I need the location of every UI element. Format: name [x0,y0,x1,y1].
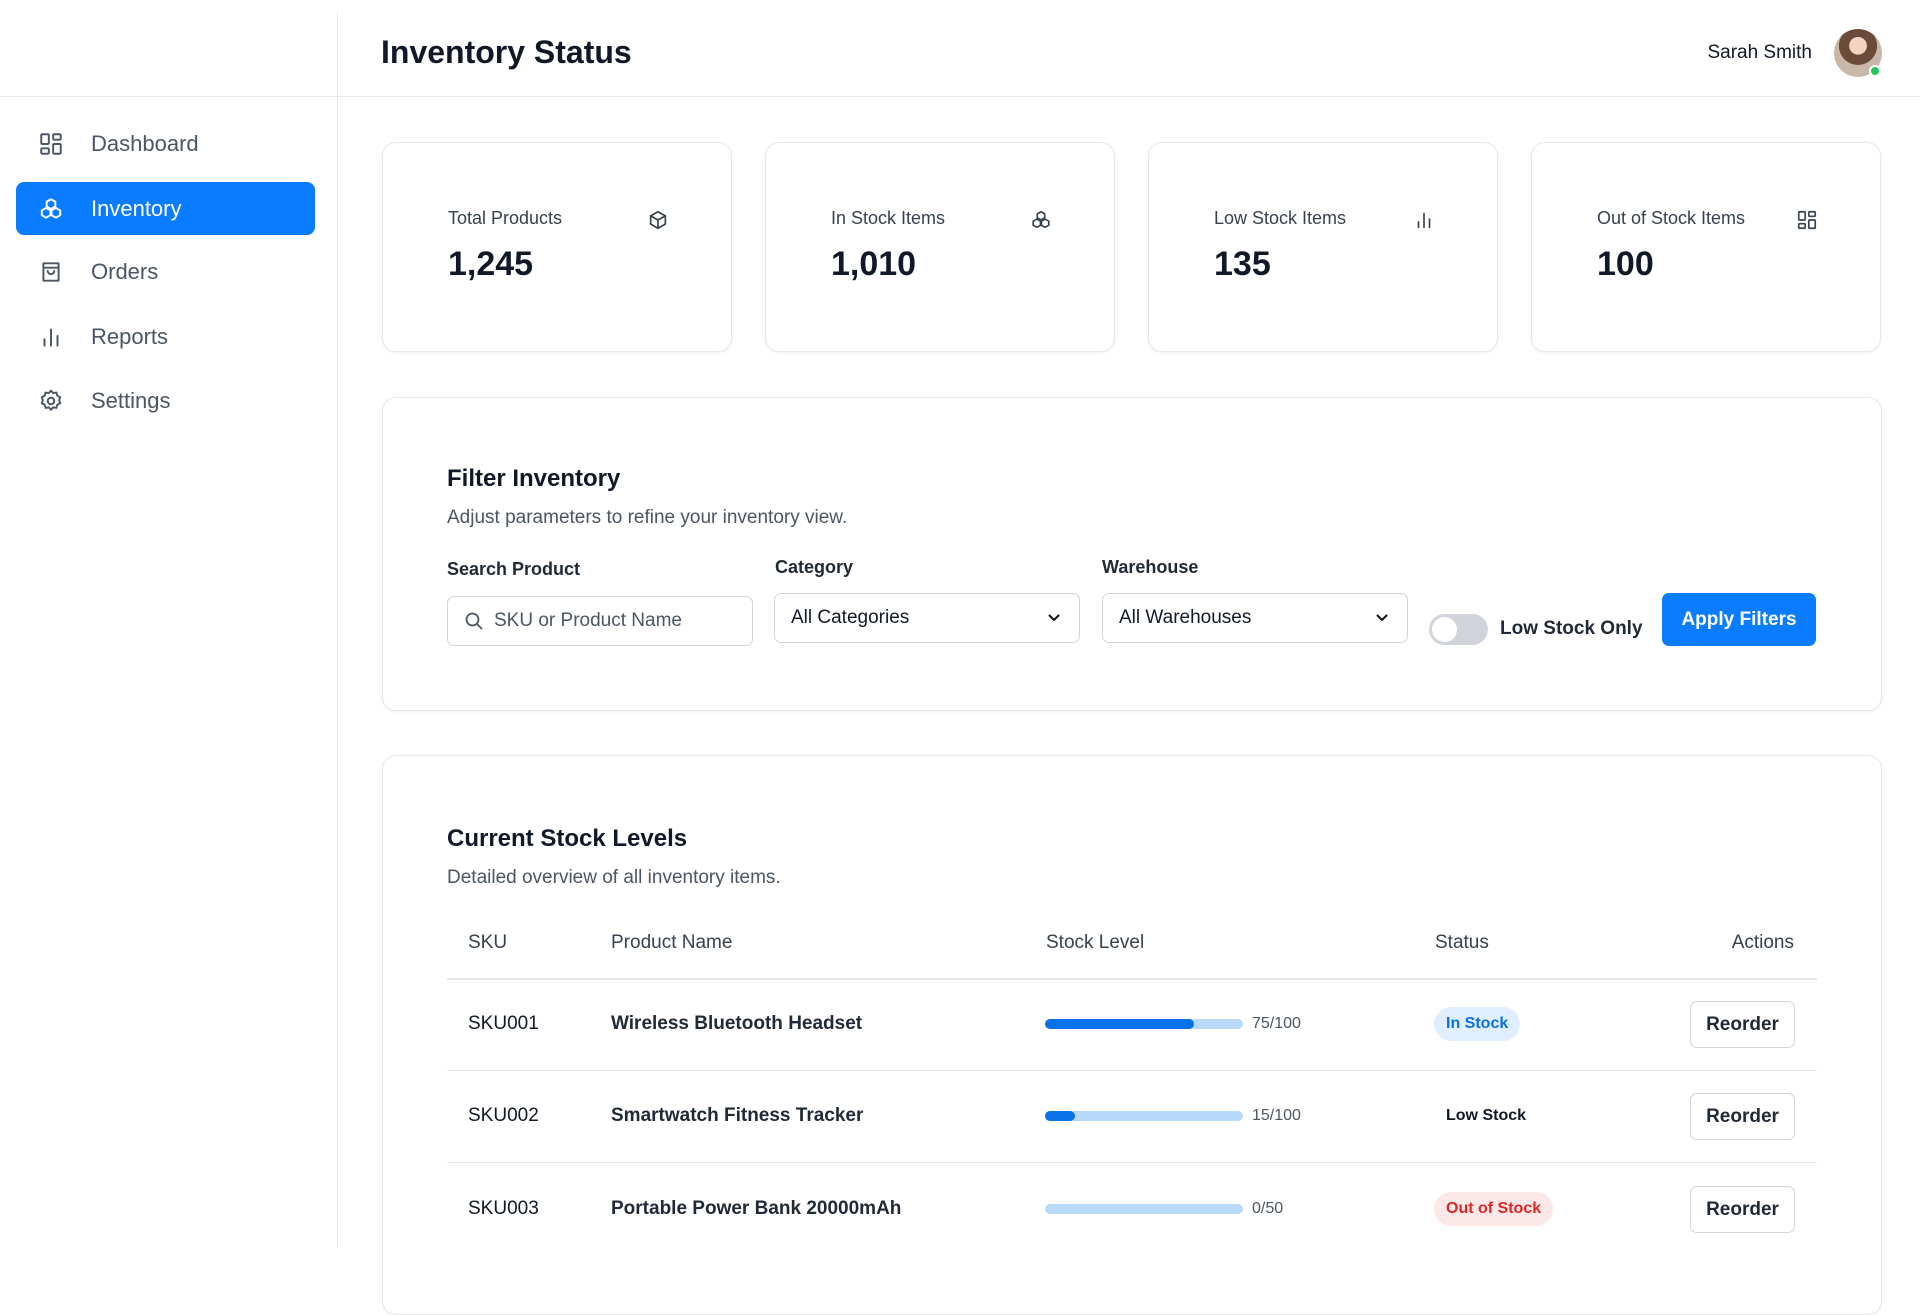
header-divider [447,978,1817,980]
online-dot [1869,65,1881,77]
reorder-button[interactable]: Reorder [1690,1001,1795,1048]
stat-value: 100 [1597,245,1654,283]
column-header: Stock Level [1046,932,1145,953]
icon [40,132,62,155]
nav-label: Dashboard [91,130,199,156]
nav-item[interactable]: Reports [16,310,315,363]
status-badge: In Stock [1434,1007,1521,1041]
apply-button[interactable]: Apply Filters [1662,593,1816,646]
warehouse-label: Warehouse [1102,556,1199,577]
reorder-button[interactable]: Reorder [1690,1186,1795,1233]
reorder-button[interactable]: Reorder [1690,1093,1795,1140]
stock-bar [1045,1019,1194,1029]
page-title: Inventory Status [381,33,632,70]
sku: SKU002 [468,1105,539,1126]
search-placeholder: SKU or Product Name [494,610,682,631]
sidebar [0,12,338,1248]
stat-card: In Stock Items 1,010 [765,142,1115,352]
stock-label: 75/100 [1252,1015,1301,1032]
user-name[interactable]: Sarah Smith [1707,42,1812,63]
status-badge: Low Stock [1446,1107,1527,1124]
icon [1032,210,1050,229]
stat-label: Out of Stock Items [1597,207,1746,228]
icon [40,197,62,219]
stat-icon [647,209,669,236]
stat-label: In Stock Items [831,207,946,228]
nav-label: Reports [91,323,169,349]
icon [43,327,59,347]
sku: SKU001 [468,1013,539,1034]
category-value: All Categories [791,607,910,628]
stat-value: 1,010 [831,245,917,283]
stat-label: Low Stock Items [1214,207,1347,228]
stock-bar [1045,1111,1075,1121]
nav-label: Settings [91,387,171,413]
stat-icon [1413,209,1435,236]
nav-item[interactable]: Inventory [16,182,315,235]
product-name: Wireless Bluetooth Headset [611,1013,863,1034]
warehouse-value: All Warehouses [1119,607,1252,628]
category-label: Category [775,556,854,577]
stat-card: Low Stock Items 135 [1148,142,1498,352]
sku: SKU003 [468,1198,539,1219]
category-select[interactable]: All Categories [774,593,1080,643]
page: {"header":{"title":"Inventory Status","u… [0,12,1920,1315]
stat-card: Out of Stock Items 100 [1531,142,1881,352]
chevron [1048,614,1060,622]
icon [649,210,667,230]
nav-item[interactable]: Dashboard [16,117,315,170]
toggle-knob [1432,617,1457,642]
product-name: Portable Power Bank 20000mAh [611,1198,902,1219]
search-input[interactable]: SKU or Product Name [447,596,753,646]
icon [1797,210,1817,230]
nav-label: Orders [91,258,159,284]
filter-card [382,397,1882,711]
header-divider [0,96,1920,97]
chevron [1376,614,1388,622]
stat-value: 135 [1214,245,1271,283]
row-divider [447,1070,1817,1071]
product-name: Smartwatch Fitness Tracker [611,1105,864,1126]
toggle[interactable] [1429,614,1488,645]
search-label: Search Product [447,558,581,579]
table-card [382,755,1882,1315]
column-header: Status [1435,932,1489,953]
icon [42,261,60,282]
column-header: SKU [468,932,508,953]
nav-item[interactable]: Orders [16,245,315,298]
stat-card: Total Products 1,245 [382,142,732,352]
toggle-label: Low Stock Only [1500,618,1643,639]
stock-label: 0/50 [1252,1200,1284,1217]
stock-track [1045,1019,1243,1029]
stock-label: 15/100 [1252,1107,1301,1124]
table-title: Current Stock Levels [447,825,688,852]
stock-track [1045,1111,1243,1121]
stat-value: 1,245 [448,245,534,283]
stat-icon [1796,209,1818,236]
stat-label: Total Products [448,207,563,228]
stock-track [1045,1204,1243,1214]
stat-icon [1030,209,1052,236]
search-icon [465,612,483,630]
warehouse-select[interactable]: All Warehouses [1102,593,1408,643]
table-subtitle: Detailed overview of all inventory items… [447,867,781,888]
filter-subtitle: Adjust parameters to refine your invento… [447,507,848,528]
row-divider [447,1162,1817,1163]
column-header: Actions [1731,932,1794,953]
column-header: Product Name [611,932,733,953]
icon [40,389,62,411]
status-badge: Out of Stock [1434,1192,1554,1226]
icon [1417,212,1431,229]
filter-title: Filter Inventory [447,465,621,492]
nav-label: Inventory [91,195,182,221]
nav-item[interactable]: Settings [16,374,315,427]
